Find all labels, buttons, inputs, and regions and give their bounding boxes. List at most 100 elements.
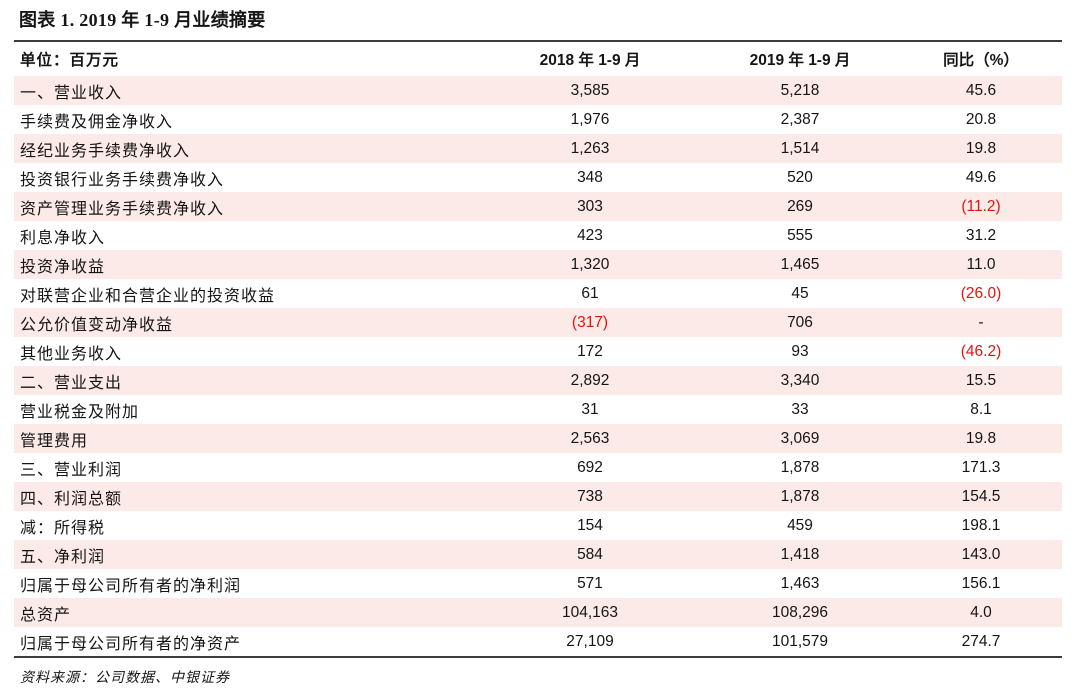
value-2018: 104,163	[561, 603, 619, 621]
value-2019: 108,296	[771, 603, 829, 621]
table-row: 其他业务收入 172 93 (46.2)	[14, 337, 1062, 366]
row-label: 投资银行业务手续费净收入	[20, 171, 225, 189]
table-row: 归属于母公司所有者的净资产 27,109 101,579 274.7	[14, 627, 1062, 656]
value-yoy: 19.8	[965, 139, 997, 157]
value-2019: 33	[791, 400, 809, 418]
value-2018: 1,320	[570, 255, 610, 273]
value-2018: 303	[577, 197, 603, 215]
row-label: 投资净收益	[20, 258, 106, 276]
value-yoy: 4.0	[970, 603, 992, 621]
table-row: 五、净利润 584 1,418 143.0	[14, 540, 1062, 569]
table-row: 手续费及佣金净收入 1,976 2,387 20.8	[14, 105, 1062, 134]
row-label: 资产管理业务手续费净收入	[20, 200, 225, 218]
exhibit-title: 图表 1. 2019 年 1-9 月业绩摘要	[19, 10, 266, 30]
column-header-2018: 2018 年 1-9 月	[539, 52, 641, 69]
value-yoy: 156.1	[961, 574, 1001, 592]
value-2018: 31	[581, 400, 599, 418]
row-label: 总资产	[20, 606, 72, 624]
value-2019: 520	[787, 168, 813, 186]
value-2018: 584	[577, 545, 603, 563]
table-row: 三、营业利润 692 1,878 171.3	[14, 453, 1062, 482]
table-row: 对联营企业和合营企业的投资收益 61 45 (26.0)	[14, 279, 1062, 308]
value-yoy: 19.8	[965, 429, 997, 447]
row-label: 手续费及佣金净收入	[20, 113, 174, 131]
row-label: 一、营业收入	[20, 84, 123, 102]
value-2019: 3,069	[780, 429, 820, 447]
value-2018: 27,109	[566, 632, 614, 650]
value-yoy: 31.2	[965, 226, 997, 244]
table-body: 一、营业收入 3,585 5,218 45.6 手续费及佣金净收入 1,976 2,387 2…	[14, 76, 1062, 656]
table-row: 投资净收益 1,320 1,465 11.0	[14, 250, 1062, 279]
value-yoy: -	[978, 313, 984, 331]
value-yoy: (26.0)	[960, 284, 1002, 302]
value-yoy: 154.5	[961, 487, 1001, 505]
value-2019: 555	[787, 226, 813, 244]
value-2018: 2,892	[570, 371, 610, 389]
table-row: 资产管理业务手续费净收入 303 269 (11.2)	[14, 192, 1062, 221]
table-row: 利息净收入 423 555 31.2	[14, 221, 1062, 250]
value-2019: 1,514	[780, 139, 820, 157]
value-yoy: 274.7	[961, 632, 1001, 650]
row-label: 管理费用	[20, 432, 89, 450]
row-label: 归属于母公司所有者的净资产	[20, 635, 242, 653]
value-2018: 3,585	[570, 81, 610, 99]
row-label: 四、利润总额	[20, 490, 123, 508]
row-label: 减：所得税	[20, 519, 106, 537]
table-row: 经纪业务手续费净收入 1,263 1,514 19.8	[14, 134, 1062, 163]
row-label: 其他业务收入	[20, 345, 123, 363]
value-2018: 1,263	[570, 139, 610, 157]
value-2018: 738	[577, 487, 603, 505]
value-yoy: 20.8	[965, 110, 997, 128]
performance-summary-table: 单位：百万元 2018 年 1-9 月 2019 年 1-9 月 同比（%） 一…	[14, 42, 1062, 656]
row-label: 公允价值变动净收益	[20, 316, 174, 334]
value-2019: 706	[787, 313, 813, 331]
value-2018: 154	[577, 516, 603, 534]
table-row: 总资产 104,163 108,296 4.0	[14, 598, 1062, 627]
value-2019: 1,465	[780, 255, 820, 273]
value-yoy: 15.5	[965, 371, 997, 389]
table-row: 管理费用 2,563 3,069 19.8	[14, 424, 1062, 453]
value-yoy: 198.1	[961, 516, 1001, 534]
table-row: 归属于母公司所有者的净利润 571 1,463 156.1	[14, 569, 1062, 598]
table-row: 减：所得税 154 459 198.1	[14, 511, 1062, 540]
value-yoy: 45.6	[965, 81, 997, 99]
value-2018: 571	[577, 574, 603, 592]
value-2018: 172	[577, 342, 603, 360]
table-row: 公允价值变动净收益 (317) 706 -	[14, 308, 1062, 337]
value-2019: 269	[787, 197, 813, 215]
table-row: 二、营业支出 2,892 3,340 15.5	[14, 366, 1062, 395]
value-2019: 45	[791, 284, 809, 302]
value-yoy: 171.3	[961, 458, 1001, 476]
value-2019: 459	[787, 516, 813, 534]
row-label: 三、营业利润	[20, 461, 123, 479]
row-label: 经纪业务手续费净收入	[20, 142, 191, 160]
source-note: 资料来源：公司数据、中银证券	[20, 670, 230, 686]
column-header-2019: 2019 年 1-9 月	[749, 52, 851, 69]
table-row: 四、利润总额 738 1,878 154.5	[14, 482, 1062, 511]
value-2018: 1,976	[570, 110, 610, 128]
value-2018: 692	[577, 458, 603, 476]
value-yoy: 49.6	[965, 168, 997, 186]
value-2019: 1,878	[780, 487, 820, 505]
column-header-yoy: 同比（%）	[943, 52, 1019, 69]
value-yoy: (46.2)	[960, 342, 1002, 360]
value-2019: 3,340	[780, 371, 820, 389]
value-yoy: 11.0	[966, 255, 996, 273]
row-label: 营业税金及附加	[20, 403, 140, 421]
row-label: 二、营业支出	[20, 374, 123, 392]
value-2018: 2,563	[570, 429, 610, 447]
value-2018: (317)	[571, 313, 609, 331]
value-2019: 1,878	[780, 458, 820, 476]
value-2018: 423	[577, 226, 603, 244]
row-label: 利息净收入	[20, 229, 106, 247]
row-label: 对联营企业和合营企业的投资收益	[20, 287, 276, 305]
value-2018: 348	[577, 168, 603, 186]
row-label: 归属于母公司所有者的净利润	[20, 577, 242, 595]
table-row: 一、营业收入 3,585 5,218 45.6	[14, 76, 1062, 105]
value-yoy: 143.0	[961, 545, 1001, 563]
unit-label: 单位：百万元	[20, 52, 120, 69]
value-2019: 93	[791, 342, 809, 360]
table-row: 营业税金及附加 31 33 8.1	[14, 395, 1062, 424]
title-rule	[14, 40, 1062, 42]
